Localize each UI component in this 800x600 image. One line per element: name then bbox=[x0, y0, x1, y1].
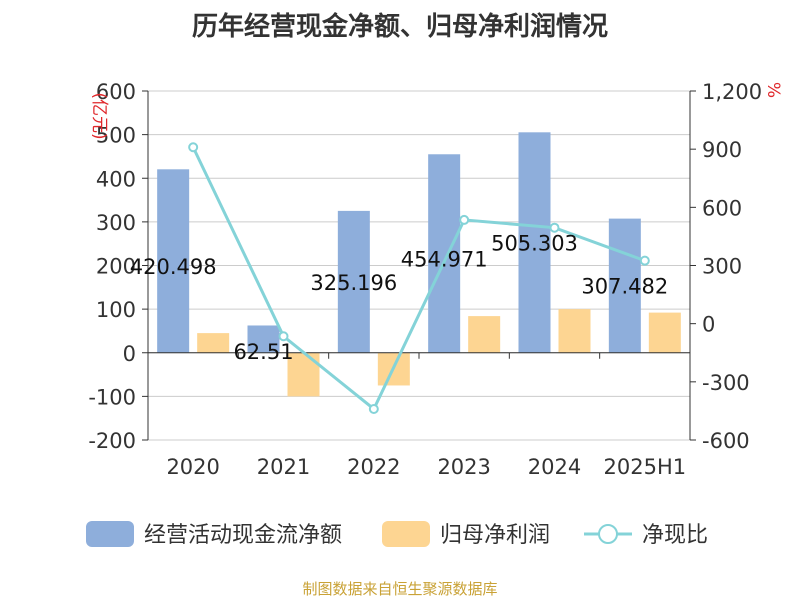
source-note: 制图数据来自恒生聚源数据库 bbox=[302, 580, 498, 598]
x-tick-label: 2024 bbox=[528, 455, 581, 479]
bar-series1 bbox=[337, 210, 370, 353]
legend-label-profit: 归母净利润 bbox=[440, 523, 550, 548]
left-tick-label: 400 bbox=[96, 167, 136, 191]
bar-series2 bbox=[197, 333, 230, 353]
x-tick-label: 2023 bbox=[437, 455, 490, 479]
ratio-point bbox=[368, 403, 379, 414]
bar-series1 bbox=[518, 132, 551, 353]
bar-series1 bbox=[608, 218, 641, 353]
right-tick-label: 300 bbox=[702, 255, 742, 279]
left-tick-label: -100 bbox=[88, 385, 136, 409]
bars bbox=[157, 132, 681, 397]
x-tick-label: 2020 bbox=[166, 455, 219, 479]
bar-value-label: 454.971 bbox=[401, 248, 488, 272]
left-axis-unit: (亿元) bbox=[89, 92, 109, 139]
bar-series2 bbox=[558, 309, 591, 353]
left-tick-label: 600 bbox=[96, 80, 136, 104]
ratio-line bbox=[188, 142, 650, 414]
bar-series1 bbox=[157, 169, 190, 353]
legend-swatch-profit bbox=[382, 521, 430, 547]
right-tick-label: 600 bbox=[702, 196, 742, 220]
right-tick-label: 0 bbox=[702, 313, 715, 337]
bar-series1 bbox=[428, 154, 461, 353]
bar-series1 bbox=[247, 325, 280, 353]
ratio-point bbox=[549, 222, 560, 233]
axes: 600 500 400 300 200 100 0 -100 -200 1,200 900 600 30… bbox=[88, 80, 783, 479]
legend-marker-ratio bbox=[598, 524, 618, 544]
legend-swatch-cashflow bbox=[86, 521, 134, 547]
ratio-line-path bbox=[191, 146, 646, 412]
legend-label-cashflow: 经营活动现金流净额 bbox=[144, 523, 342, 548]
left-tick-label: 500 bbox=[96, 124, 136, 148]
chart-title: 历年经营现金净额、归母净利润情况 bbox=[191, 12, 608, 42]
ratio-point bbox=[188, 142, 199, 153]
bar-value-label: 420.498 bbox=[130, 255, 217, 279]
x-tick-label: 2022 bbox=[347, 455, 400, 479]
ratio-point bbox=[459, 214, 470, 225]
ratio-point bbox=[278, 331, 289, 342]
bar-value-label: 505.303 bbox=[491, 232, 578, 256]
right-tick-label: 1,200 bbox=[702, 80, 762, 104]
left-tick-label: 200 bbox=[96, 255, 136, 279]
legend: 经营活动现金流净额 归母净利润 净现比 bbox=[86, 521, 708, 548]
left-tick-label: 300 bbox=[96, 211, 136, 235]
bar-series2 bbox=[648, 312, 681, 353]
x-tick-label: 2025H1 bbox=[604, 455, 687, 479]
right-tick-label: -300 bbox=[702, 371, 750, 395]
bar-value-label: 307.482 bbox=[581, 275, 668, 299]
left-tick-label: -200 bbox=[88, 429, 136, 453]
bar-series2 bbox=[468, 316, 501, 353]
x-tick-label: 2021 bbox=[257, 455, 310, 479]
ratio-point bbox=[639, 255, 650, 266]
legend-label-ratio: 净现比 bbox=[642, 523, 708, 548]
right-tick-label: -600 bbox=[702, 429, 750, 453]
right-tick-label: 900 bbox=[702, 138, 742, 162]
bar-value-label: 325.196 bbox=[310, 271, 397, 295]
bar-value-label: 62.51 bbox=[233, 340, 293, 364]
left-tick-label: 0 bbox=[123, 342, 136, 366]
right-axis-unit: % bbox=[763, 82, 783, 98]
left-tick-label: 100 bbox=[96, 298, 136, 322]
